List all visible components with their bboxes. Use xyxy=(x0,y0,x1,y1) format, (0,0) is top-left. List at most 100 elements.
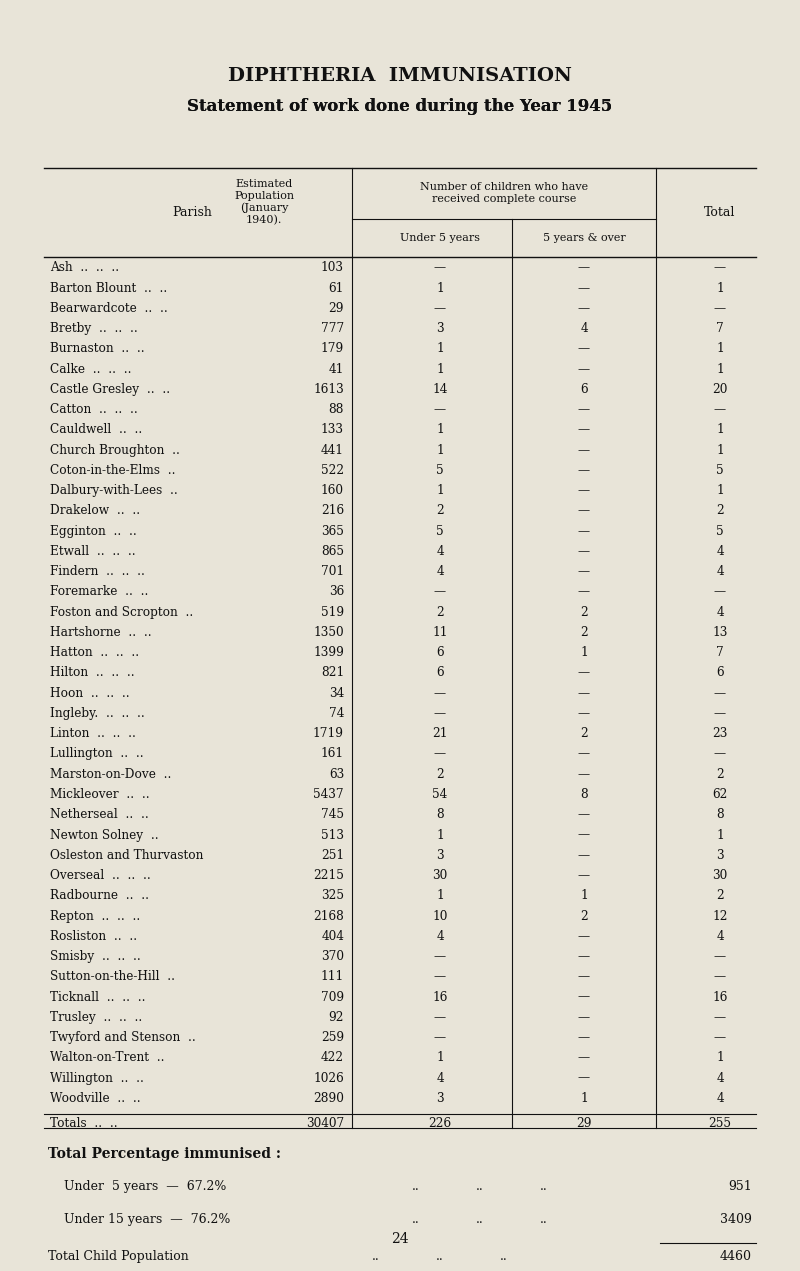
Text: 16: 16 xyxy=(432,990,448,1004)
Text: 4460: 4460 xyxy=(720,1249,752,1262)
Text: 1: 1 xyxy=(436,484,444,497)
Text: —: — xyxy=(714,262,726,275)
Text: 179: 179 xyxy=(321,342,344,356)
Text: —: — xyxy=(434,1031,446,1043)
Text: Cauldwell  ..  ..: Cauldwell .. .. xyxy=(50,423,142,436)
Text: —: — xyxy=(578,1010,590,1024)
Text: Coton-in-the-Elms  ..: Coton-in-the-Elms .. xyxy=(50,464,175,477)
Text: 5 years & over: 5 years & over xyxy=(542,233,626,243)
Text: 5: 5 xyxy=(716,525,724,538)
Text: 2: 2 xyxy=(580,910,588,923)
Text: —: — xyxy=(434,586,446,599)
Text: 5: 5 xyxy=(436,525,444,538)
Text: 4: 4 xyxy=(716,1071,724,1084)
Text: 4: 4 xyxy=(716,606,724,619)
Text: Linton  ..  ..  ..: Linton .. .. .. xyxy=(50,727,135,740)
Text: —: — xyxy=(578,849,590,862)
Text: —: — xyxy=(714,686,726,700)
Text: 34: 34 xyxy=(329,686,344,700)
Text: 4: 4 xyxy=(716,930,724,943)
Text: 2: 2 xyxy=(716,768,724,780)
Text: Drakelow  ..  ..: Drakelow .. .. xyxy=(50,505,140,517)
Text: 3: 3 xyxy=(436,1092,444,1104)
Text: —: — xyxy=(714,707,726,719)
Text: 111: 111 xyxy=(321,970,344,984)
Text: Twyford and Stenson  ..: Twyford and Stenson .. xyxy=(50,1031,195,1043)
Text: 777: 777 xyxy=(321,322,344,336)
Text: —: — xyxy=(578,869,590,882)
Text: 61: 61 xyxy=(329,282,344,295)
Text: 522: 522 xyxy=(321,464,344,477)
Text: Foremarke  ..  ..: Foremarke .. .. xyxy=(50,586,148,599)
Text: 1: 1 xyxy=(580,1092,588,1104)
Text: 2: 2 xyxy=(716,890,724,902)
Text: Castle Gresley  ..  ..: Castle Gresley .. .. xyxy=(50,383,170,395)
Text: ..: .. xyxy=(476,1213,484,1225)
Text: 12: 12 xyxy=(712,910,728,923)
Text: Calke  ..  ..  ..: Calke .. .. .. xyxy=(50,362,131,376)
Text: 1: 1 xyxy=(716,342,724,356)
Text: —: — xyxy=(578,829,590,841)
Text: 62: 62 xyxy=(712,788,728,801)
Text: 865: 865 xyxy=(321,545,344,558)
Text: 3: 3 xyxy=(436,849,444,862)
Text: 1: 1 xyxy=(716,362,724,376)
Text: —: — xyxy=(578,282,590,295)
Text: 519: 519 xyxy=(321,606,344,619)
Text: —: — xyxy=(434,747,446,760)
Text: Church Broughton  ..: Church Broughton .. xyxy=(50,444,179,456)
Text: Radbourne  ..  ..: Radbourne .. .. xyxy=(50,890,149,902)
Text: Totals  ..  ..: Totals .. .. xyxy=(50,1117,118,1130)
Text: —: — xyxy=(578,930,590,943)
Text: 3409: 3409 xyxy=(720,1213,752,1225)
Text: Etwall  ..  ..  ..: Etwall .. .. .. xyxy=(50,545,135,558)
Text: —: — xyxy=(578,484,590,497)
Text: 2890: 2890 xyxy=(313,1092,344,1104)
Text: ..: .. xyxy=(436,1249,444,1262)
Text: Total: Total xyxy=(704,206,736,219)
Text: 404: 404 xyxy=(321,930,344,943)
Text: Under  5 years  —  67.2%: Under 5 years — 67.2% xyxy=(64,1179,226,1192)
Text: 1: 1 xyxy=(716,423,724,436)
Text: —: — xyxy=(714,747,726,760)
Text: 4: 4 xyxy=(436,545,444,558)
Text: —: — xyxy=(578,302,590,315)
Text: —: — xyxy=(714,1010,726,1024)
Text: —: — xyxy=(578,444,590,456)
Text: 21: 21 xyxy=(432,727,448,740)
Text: 1: 1 xyxy=(716,829,724,841)
Text: Catton  ..  ..  ..: Catton .. .. .. xyxy=(50,403,138,416)
Text: —: — xyxy=(578,1031,590,1043)
Text: 74: 74 xyxy=(329,707,344,719)
Text: Marston-on-Dove  ..: Marston-on-Dove .. xyxy=(50,768,171,780)
Text: ..: .. xyxy=(412,1179,420,1192)
Text: Rosliston  ..  ..: Rosliston .. .. xyxy=(50,930,137,943)
Text: 1: 1 xyxy=(436,1051,444,1064)
Text: —: — xyxy=(578,586,590,599)
Text: 2: 2 xyxy=(436,768,444,780)
Text: Ticknall  ..  ..  ..: Ticknall .. .. .. xyxy=(50,990,145,1004)
Text: 36: 36 xyxy=(329,586,344,599)
Text: Hilton  ..  ..  ..: Hilton .. .. .. xyxy=(50,666,134,680)
Text: Bearwardcote  ..  ..: Bearwardcote .. .. xyxy=(50,302,167,315)
Text: —: — xyxy=(578,686,590,700)
Text: 1: 1 xyxy=(436,362,444,376)
Text: 2: 2 xyxy=(580,727,588,740)
Text: Trusley  ..  ..  ..: Trusley .. .. .. xyxy=(50,1010,142,1024)
Text: ..: .. xyxy=(372,1249,380,1262)
Text: —: — xyxy=(578,808,590,821)
Text: Netherseal  ..  ..: Netherseal .. .. xyxy=(50,808,148,821)
Text: 24: 24 xyxy=(391,1232,409,1247)
Text: —: — xyxy=(578,525,590,538)
Text: —: — xyxy=(714,302,726,315)
Text: ..: .. xyxy=(412,1213,420,1225)
Text: Foston and Scropton  ..: Foston and Scropton .. xyxy=(50,606,193,619)
Text: 370: 370 xyxy=(321,949,344,963)
Text: 4: 4 xyxy=(580,322,588,336)
Text: 1: 1 xyxy=(436,890,444,902)
Text: ..: .. xyxy=(476,1179,484,1192)
Text: Burnaston  ..  ..: Burnaston .. .. xyxy=(50,342,144,356)
Text: 3: 3 xyxy=(716,849,724,862)
Text: 4: 4 xyxy=(436,1071,444,1084)
Text: 513: 513 xyxy=(321,829,344,841)
